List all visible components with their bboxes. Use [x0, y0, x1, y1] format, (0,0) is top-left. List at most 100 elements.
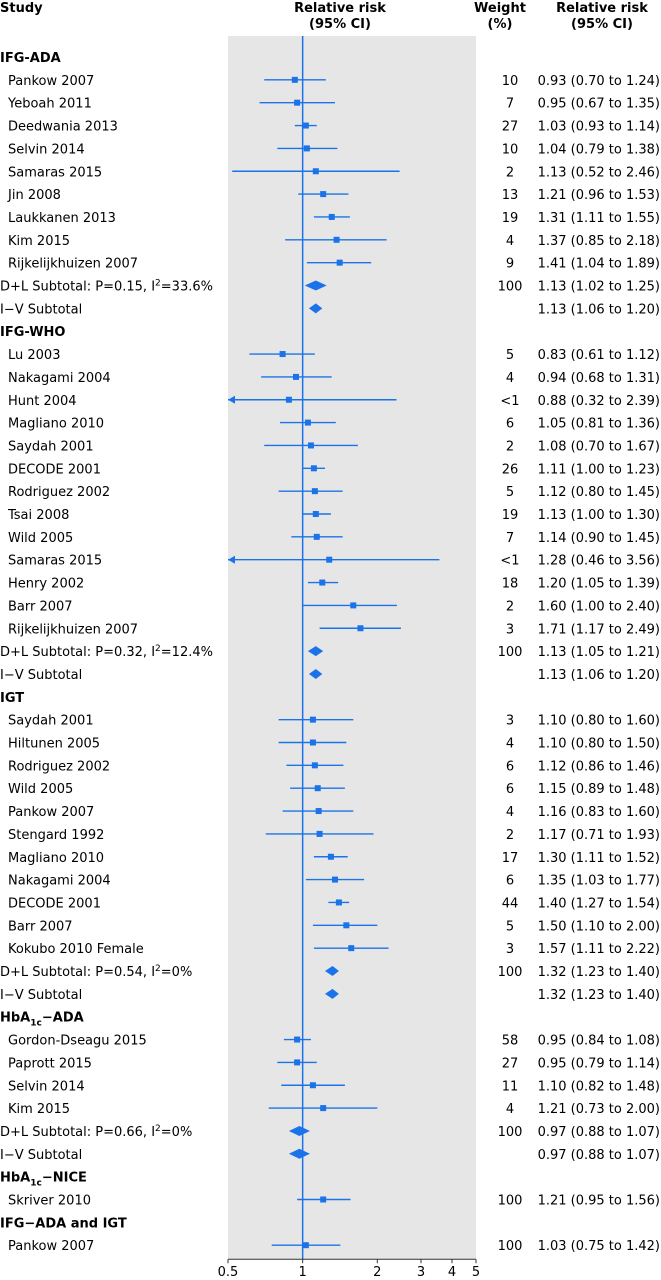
point-estimate-marker	[311, 762, 318, 769]
rr-ci-value: 1.31 (1.11 to 1.55)	[538, 211, 660, 226]
study-label: Gordon-Dseagu 2015	[8, 1034, 147, 1049]
point-estimate-marker	[311, 488, 318, 495]
rr-ci-value: 1.21 (0.73 to 2.00)	[538, 1102, 660, 1117]
weight-value: 6	[506, 874, 514, 889]
point-estimate-marker	[279, 351, 286, 358]
point-estimate-marker	[309, 1082, 316, 1089]
weight-value: 27	[502, 120, 519, 135]
header-study: Study	[0, 1, 43, 16]
rr-ci-value: 1.10 (0.82 to 1.48)	[538, 1079, 660, 1094]
group-label-text: IGT	[0, 691, 24, 706]
rr-ci-value: 1.60 (1.00 to 2.40)	[538, 599, 660, 614]
subtotal-diamond	[304, 280, 327, 291]
point-estimate-marker	[294, 1059, 301, 1066]
row-label-text: Wild 2005	[8, 782, 73, 797]
weight-value: 19	[502, 508, 519, 523]
row-label-text: Hunt 2004	[8, 394, 77, 409]
rr-ci-value: 1.10 (0.80 to 1.50)	[538, 737, 660, 752]
row-label-superscript: 2	[155, 279, 161, 289]
rr-ci-value: 1.14 (0.90 to 1.45)	[538, 531, 660, 546]
x-axis-tick-label: 4	[448, 1265, 456, 1280]
row-label-text: D+L Subtotal: P=0.66, I	[0, 1125, 155, 1140]
point-estimate-marker	[291, 76, 298, 83]
point-estimate-marker	[307, 442, 314, 449]
rr-ci-value: 1.12 (0.86 to 1.46)	[538, 759, 660, 774]
weight-value: 5	[506, 919, 514, 934]
weight-value: 3	[506, 714, 514, 729]
point-estimate-marker	[310, 465, 317, 472]
rr-ci-value: 1.08 (0.70 to 1.67)	[538, 439, 660, 454]
rr-ci-value: 1.10 (0.80 to 1.60)	[538, 714, 660, 729]
point-estimate-marker	[315, 808, 322, 815]
row-label-text: Stengard 1992	[8, 828, 104, 843]
row-label-text: Pankow 2007	[8, 74, 94, 89]
subtotal-diamond	[308, 303, 323, 314]
point-estimate-marker	[309, 739, 316, 746]
subtotal-label: I−V Subtotal	[0, 302, 82, 317]
point-estimate-marker	[328, 213, 335, 220]
rr-ci-value: 1.05 (0.81 to 1.36)	[538, 417, 660, 432]
weight-value: 27	[502, 1056, 519, 1071]
rr-ci-value: 0.88 (0.32 to 2.39)	[538, 394, 660, 409]
study-label: Barr 2007	[8, 919, 73, 934]
weight-value: 100	[498, 280, 523, 295]
weight-value: 17	[502, 851, 519, 866]
study-label: Hunt 2004	[8, 394, 77, 409]
point-estimate-marker	[333, 236, 340, 243]
study-label: Selvin 2014	[8, 1079, 85, 1094]
row-label-text: Skriver 2010	[8, 1194, 91, 1209]
x-axis-tick-label: 0.5	[218, 1265, 239, 1280]
study-label: Pankow 2007	[8, 74, 94, 89]
study-label: Stengard 1992	[8, 828, 104, 843]
point-estimate-marker	[294, 1036, 301, 1043]
row-label-text: Barr 2007	[8, 599, 73, 614]
header-weight-line1: Weight	[474, 1, 526, 16]
study-label: Deedwania 2013	[8, 120, 118, 135]
study-label: Kim 2015	[8, 1102, 70, 1117]
study-label: Samaras 2015	[8, 165, 102, 180]
weight-value: 4	[506, 805, 514, 820]
study-label: Selvin 2014	[8, 142, 85, 157]
weight-value: 4	[506, 234, 514, 249]
rr-ci-value: 0.97 (0.88 to 1.07)	[538, 1148, 660, 1163]
subtotal-label: D+L Subtotal: P=0.54, I2=0%	[0, 964, 192, 980]
rr-ci-value: 0.94 (0.68 to 1.31)	[538, 371, 660, 386]
rr-ci-value: 1.28 (0.46 to 3.56)	[538, 554, 660, 569]
rr-ci-value: 1.21 (0.96 to 1.53)	[538, 188, 660, 203]
group-label: IGT	[0, 691, 24, 706]
forest-rows: IFG-ADA Pankow 2007 10 0.93 (0.70 to 1.24) Y…	[0, 36, 660, 1260]
row-label-text: Rodriguez 2002	[8, 485, 110, 500]
rr-ci-value: 1.30 (1.11 to 1.52)	[538, 851, 660, 866]
row-label-tail: =0%	[161, 1125, 193, 1140]
rr-ci-value: 1.11 (1.00 to 1.23)	[538, 462, 660, 477]
study-label: Wild 2005	[8, 782, 73, 797]
group-label-tail: −NICE	[42, 1171, 87, 1186]
rr-ci-value: 1.13 (1.00 to 1.30)	[538, 508, 660, 523]
study-label: Rodriguez 2002	[8, 759, 110, 774]
subtotal-diamond	[324, 988, 339, 999]
rr-ci-value: 1.71 (1.17 to 2.49)	[538, 622, 660, 637]
row-label-text: Magliano 2010	[8, 417, 104, 432]
header-rrci-line1: Relative risk	[556, 1, 648, 16]
row-label-text: DECODE 2001	[8, 896, 101, 911]
row-label-text: D+L Subtotal: P=0.32, I	[0, 645, 155, 660]
column-headers: Study Relative risk (95% CI) Weight (%) …	[0, 1, 648, 32]
point-estimate-marker	[335, 899, 342, 906]
study-label: DECODE 2001	[8, 462, 101, 477]
point-estimate-marker	[309, 716, 316, 723]
weight-value: 4	[506, 1102, 514, 1117]
x-axis-tick-label: 1	[299, 1265, 307, 1280]
rr-ci-value: 1.35 (1.03 to 1.77)	[538, 874, 660, 889]
study-label: Barr 2007	[8, 599, 73, 614]
weight-value: 100	[498, 1239, 523, 1254]
rr-ci-value: 0.97 (0.88 to 1.07)	[538, 1125, 660, 1140]
rr-ci-value: 1.13 (0.52 to 2.46)	[538, 165, 660, 180]
study-label: Pankow 2007	[8, 1239, 94, 1254]
subtotal-diamond	[307, 646, 324, 657]
weight-value: 11	[502, 1079, 519, 1094]
row-label-text: Pankow 2007	[8, 805, 94, 820]
study-label: DECODE 2001	[8, 896, 101, 911]
study-label: Skriver 2010	[8, 1194, 91, 1209]
row-label-text: Paprott 2015	[8, 1056, 92, 1071]
